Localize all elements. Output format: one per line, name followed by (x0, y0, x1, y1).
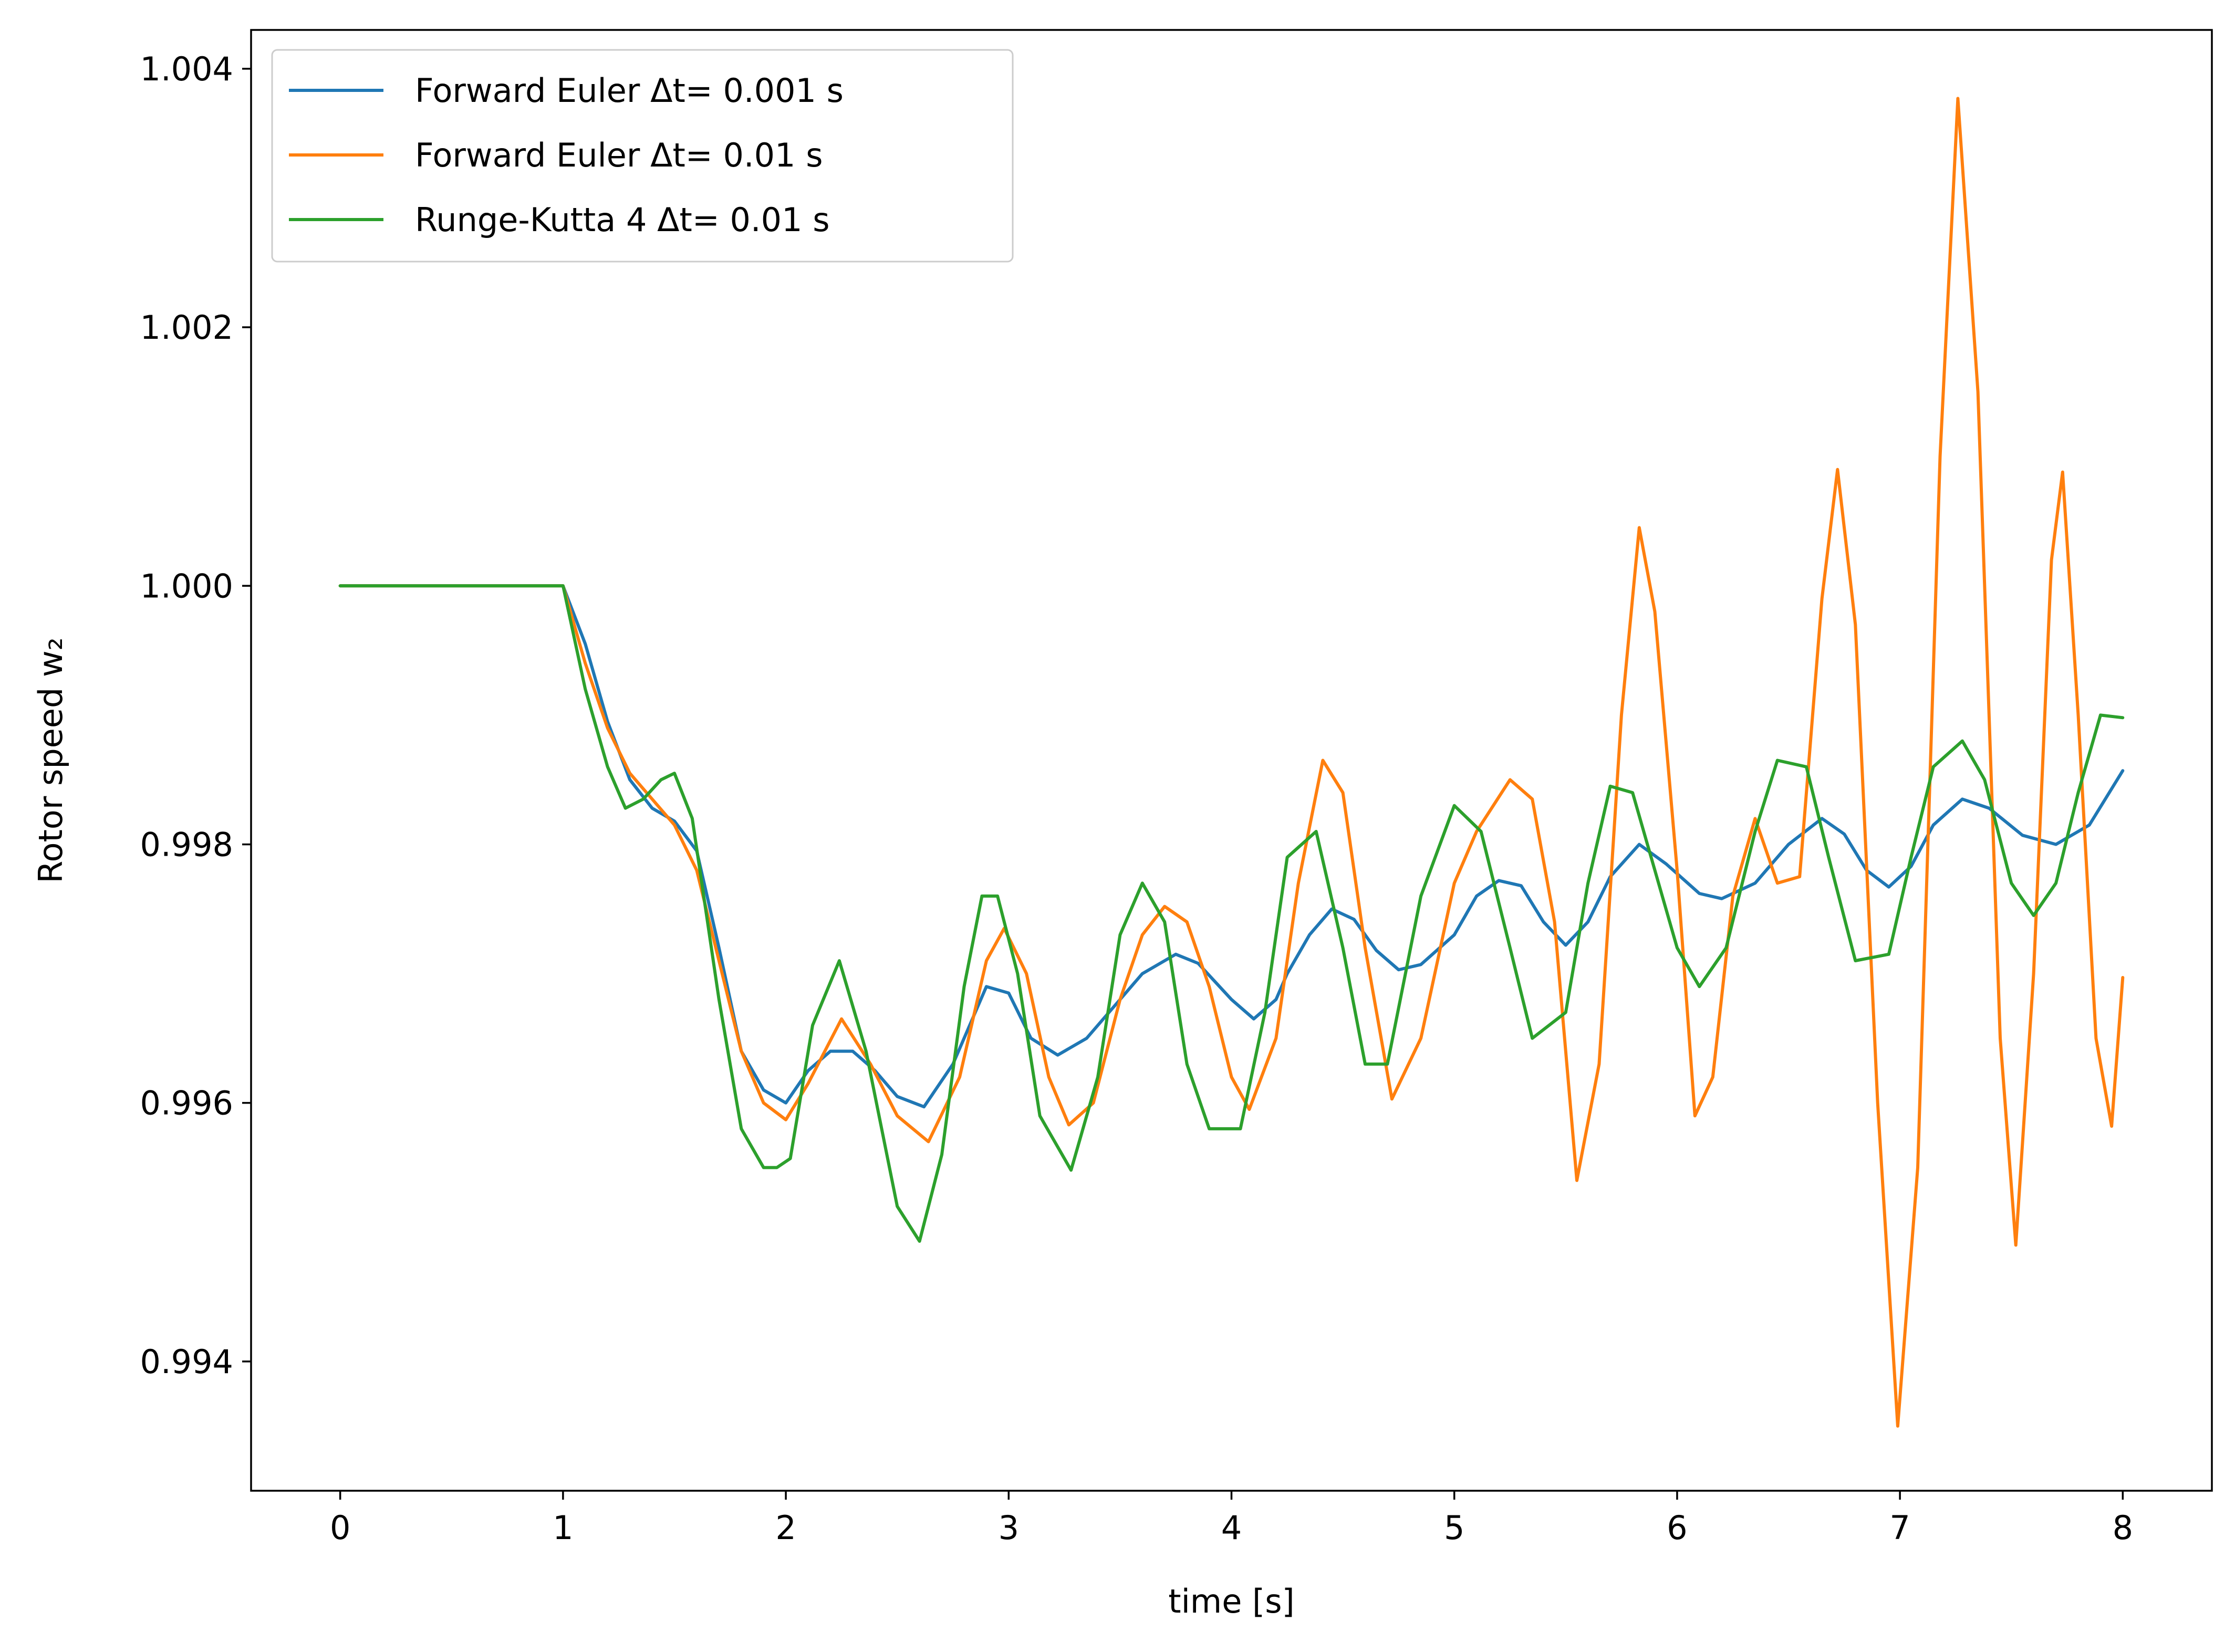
legend: Forward Euler Δt= 0.001 s Forward Euler Δ… (271, 49, 1014, 263)
x-tick-label: 1 (553, 1509, 573, 1547)
x-tick-label: 5 (1444, 1509, 1464, 1547)
y-tick-label: 0.996 (140, 1084, 234, 1123)
y-axis-label-text: Rotor speed w₂ (32, 637, 70, 883)
x-axis-label: time [s] (1168, 1582, 1294, 1620)
x-tick-label: 6 (1667, 1509, 1687, 1547)
legend-label-2: Forward Euler Δt= 0.01 s (415, 136, 823, 174)
x-tick-label: 0 (330, 1509, 350, 1547)
y-axis: 0.994 0.996 0.998 1.000 1.002 1.004 (140, 50, 251, 1381)
legend-label-1: Forward Euler Δt= 0.001 s (415, 71, 844, 110)
y-tick-label: 0.994 (140, 1343, 234, 1381)
y-tick-label: 1.002 (140, 308, 234, 347)
x-tick-label: 2 (775, 1509, 796, 1547)
legend-label-3: Runge-Kutta 4 Δt= 0.01 s (415, 201, 830, 239)
x-tick-label: 4 (1221, 1509, 1242, 1547)
y-tick-label: 1.000 (140, 567, 234, 605)
x-tick-label: 7 (1889, 1509, 1910, 1547)
x-tick-label: 3 (999, 1509, 1019, 1547)
y-tick-label: 0.998 (140, 825, 234, 864)
y-axis-label: Rotor speed w₂ (32, 637, 70, 883)
legend-box (271, 49, 1014, 263)
x-axis: 0 1 2 3 4 5 6 7 8 (330, 1491, 2133, 1547)
plot-area (250, 29, 2213, 1492)
series-line-3 (338, 584, 2125, 1243)
series-line-2 (338, 97, 2125, 1428)
series-line-1 (338, 584, 2125, 1109)
x-tick-label: 8 (2113, 1509, 2133, 1547)
series-layer (338, 97, 2125, 1428)
y-tick-label: 1.004 (140, 50, 234, 88)
